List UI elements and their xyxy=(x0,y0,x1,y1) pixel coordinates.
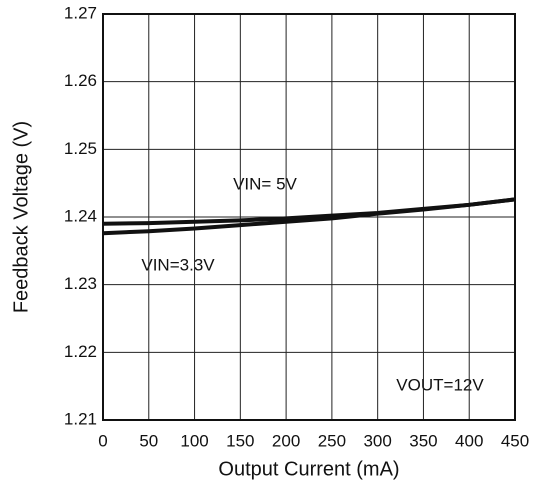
x-tick-label: 150 xyxy=(226,431,254,450)
y-tick-label: 1.23 xyxy=(64,274,97,293)
series-label: VIN= 5V xyxy=(233,174,297,193)
y-tick-label: 1.24 xyxy=(64,206,97,225)
x-tick-label: 400 xyxy=(455,431,483,450)
y-axis-label: Feedback Voltage (V) xyxy=(10,121,32,313)
x-tick-label: 250 xyxy=(318,431,346,450)
series-line xyxy=(102,197,516,236)
x-tick-label: 350 xyxy=(409,431,437,450)
x-tick-label: 300 xyxy=(363,431,391,450)
x-axis-label: Output Current (mA) xyxy=(218,458,399,480)
x-tick-label: 200 xyxy=(272,431,300,450)
series-label: VIN=3.3V xyxy=(141,255,215,274)
x-tick-label: 100 xyxy=(180,431,208,450)
y-tick-label: 1.25 xyxy=(64,139,97,158)
y-tick-label: 1.21 xyxy=(64,409,97,428)
annotation: VOUT=12V xyxy=(396,375,484,394)
x-tick-label: 50 xyxy=(139,431,158,450)
y-tick-label: 1.22 xyxy=(64,342,97,361)
x-tick-label: 0 xyxy=(98,431,107,450)
y-tick-label: 1.27 xyxy=(64,3,97,22)
y-tick-label: 1.26 xyxy=(64,71,97,90)
x-tick-label: 450 xyxy=(501,431,529,450)
plot-frame xyxy=(102,13,516,421)
